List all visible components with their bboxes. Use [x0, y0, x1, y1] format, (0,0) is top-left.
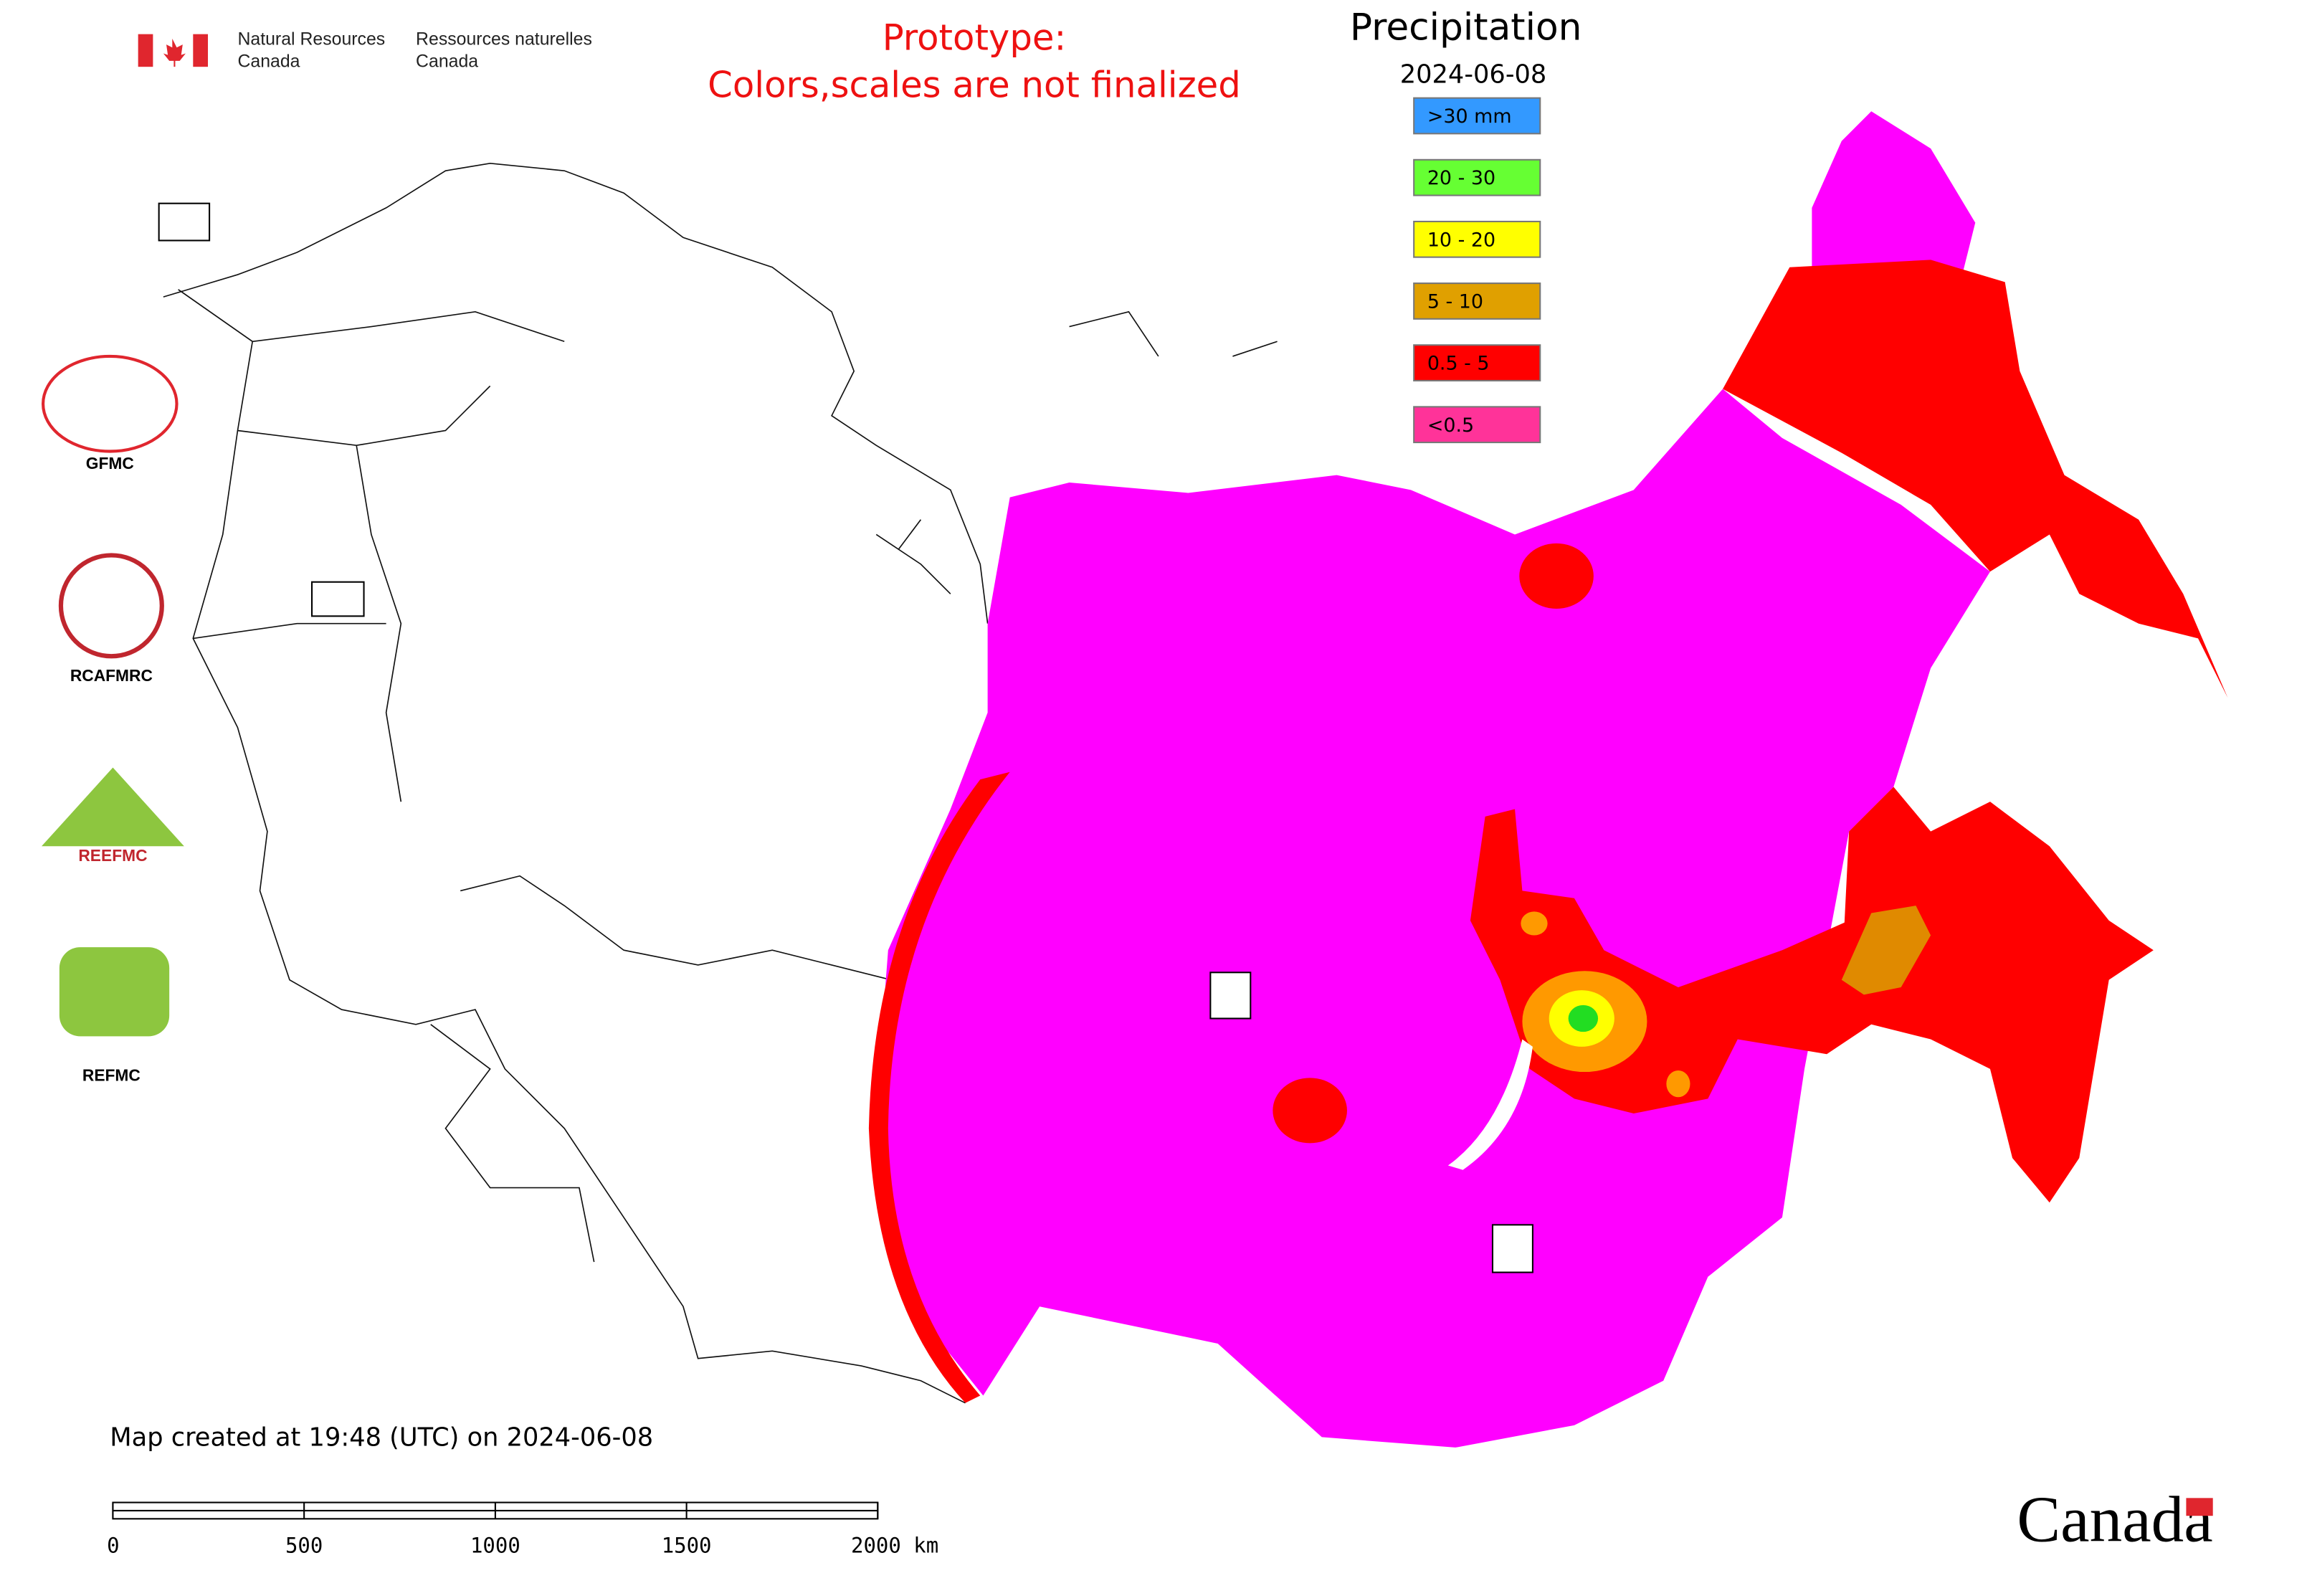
notice: Prototype: — [883, 16, 1067, 58]
precip-cell — [1519, 543, 1594, 609]
legend-date: 2024-06-08 — [1400, 60, 1547, 90]
island — [875, 310, 1278, 594]
legend-label: >30 mm — [1427, 105, 1512, 128]
precip-cell — [1568, 1004, 1599, 1032]
legend: Precipitation 2024-06-08 >30 mm 20 - 30 10… — [1350, 6, 1582, 444]
created-note: Map created at 19:48 (UTC) on 2024-06-08 — [110, 1423, 653, 1453]
flag-bar — [193, 34, 209, 67]
logo-label: GFMC — [86, 454, 134, 472]
scale-label: 500 — [285, 1534, 323, 1558]
wordmark-flag — [2186, 1498, 2213, 1516]
map — [158, 111, 2228, 1448]
logo-gfmc — [42, 354, 179, 453]
coast — [163, 162, 989, 624]
precip-region — [1723, 260, 2228, 698]
logo-text: REEFMC — [78, 846, 147, 865]
site-marker — [311, 581, 365, 617]
border — [430, 875, 892, 1263]
legend-label: 10 - 20 — [1427, 229, 1495, 251]
scale-bar: 0 500 1000 1500 2000 km — [107, 1501, 938, 1558]
department-fr: Canada — [416, 52, 478, 72]
legend-swatch — [1413, 406, 1541, 444]
department-fr: Ressources naturelles — [416, 29, 592, 49]
scale-label: 1500 — [662, 1534, 712, 1558]
legend-title: Precipitation — [1350, 6, 1582, 49]
border — [193, 310, 565, 802]
legend-swatch — [1413, 220, 1541, 258]
legend-swatch — [1413, 97, 1541, 135]
precip-cell — [1521, 911, 1548, 936]
flag-bar — [138, 34, 153, 67]
site-marker — [1491, 1224, 1533, 1273]
logo-refmc — [59, 947, 170, 1037]
legend-label: 5 - 10 — [1427, 291, 1483, 313]
precip-field — [873, 389, 1990, 1448]
logo-label: REFMC — [82, 1065, 141, 1084]
flag-leaf — [163, 38, 186, 67]
site-markers — [158, 202, 1533, 1273]
legend-swatch — [1413, 158, 1541, 196]
goc-signature: Natural Resources Canada Ressources natu… — [138, 29, 592, 72]
precip-cell — [1273, 1078, 1347, 1144]
logo-label: RCAFMRC — [70, 666, 153, 685]
precip-region — [1841, 787, 2154, 1203]
legend-swatch — [1413, 344, 1541, 381]
lake — [1447, 1039, 1533, 1170]
scale-label: 0 — [107, 1534, 119, 1558]
logo-reefmc — [42, 767, 184, 847]
legend-label: 20 - 30 — [1427, 167, 1495, 189]
logos: GFMC RCAFMRC REEFMC REFMC — [42, 354, 184, 1084]
legend-label: 0.5 - 5 — [1427, 353, 1490, 375]
logo-rcafmrc — [58, 553, 164, 659]
border — [178, 289, 966, 1404]
precip-band — [868, 771, 1010, 1403]
legend-swatch — [1413, 282, 1541, 320]
country-outlines — [163, 162, 1278, 1404]
notice: Colors,scales are not finalized — [708, 65, 1241, 106]
site-marker — [1209, 972, 1252, 1020]
site-marker — [158, 202, 211, 242]
department-en: Natural Resources — [237, 29, 385, 49]
precip-field — [1812, 111, 1976, 282]
legend-label: <0.5 — [1427, 414, 1474, 437]
scale-label: 1000 — [470, 1534, 520, 1558]
precip-cell — [1841, 906, 1931, 995]
precip-cell — [1666, 1070, 1690, 1098]
canada-wordmark: Canada — [2017, 1483, 2212, 1556]
department-en: Canada — [237, 52, 300, 72]
scale-label: 2000 km — [851, 1534, 938, 1558]
